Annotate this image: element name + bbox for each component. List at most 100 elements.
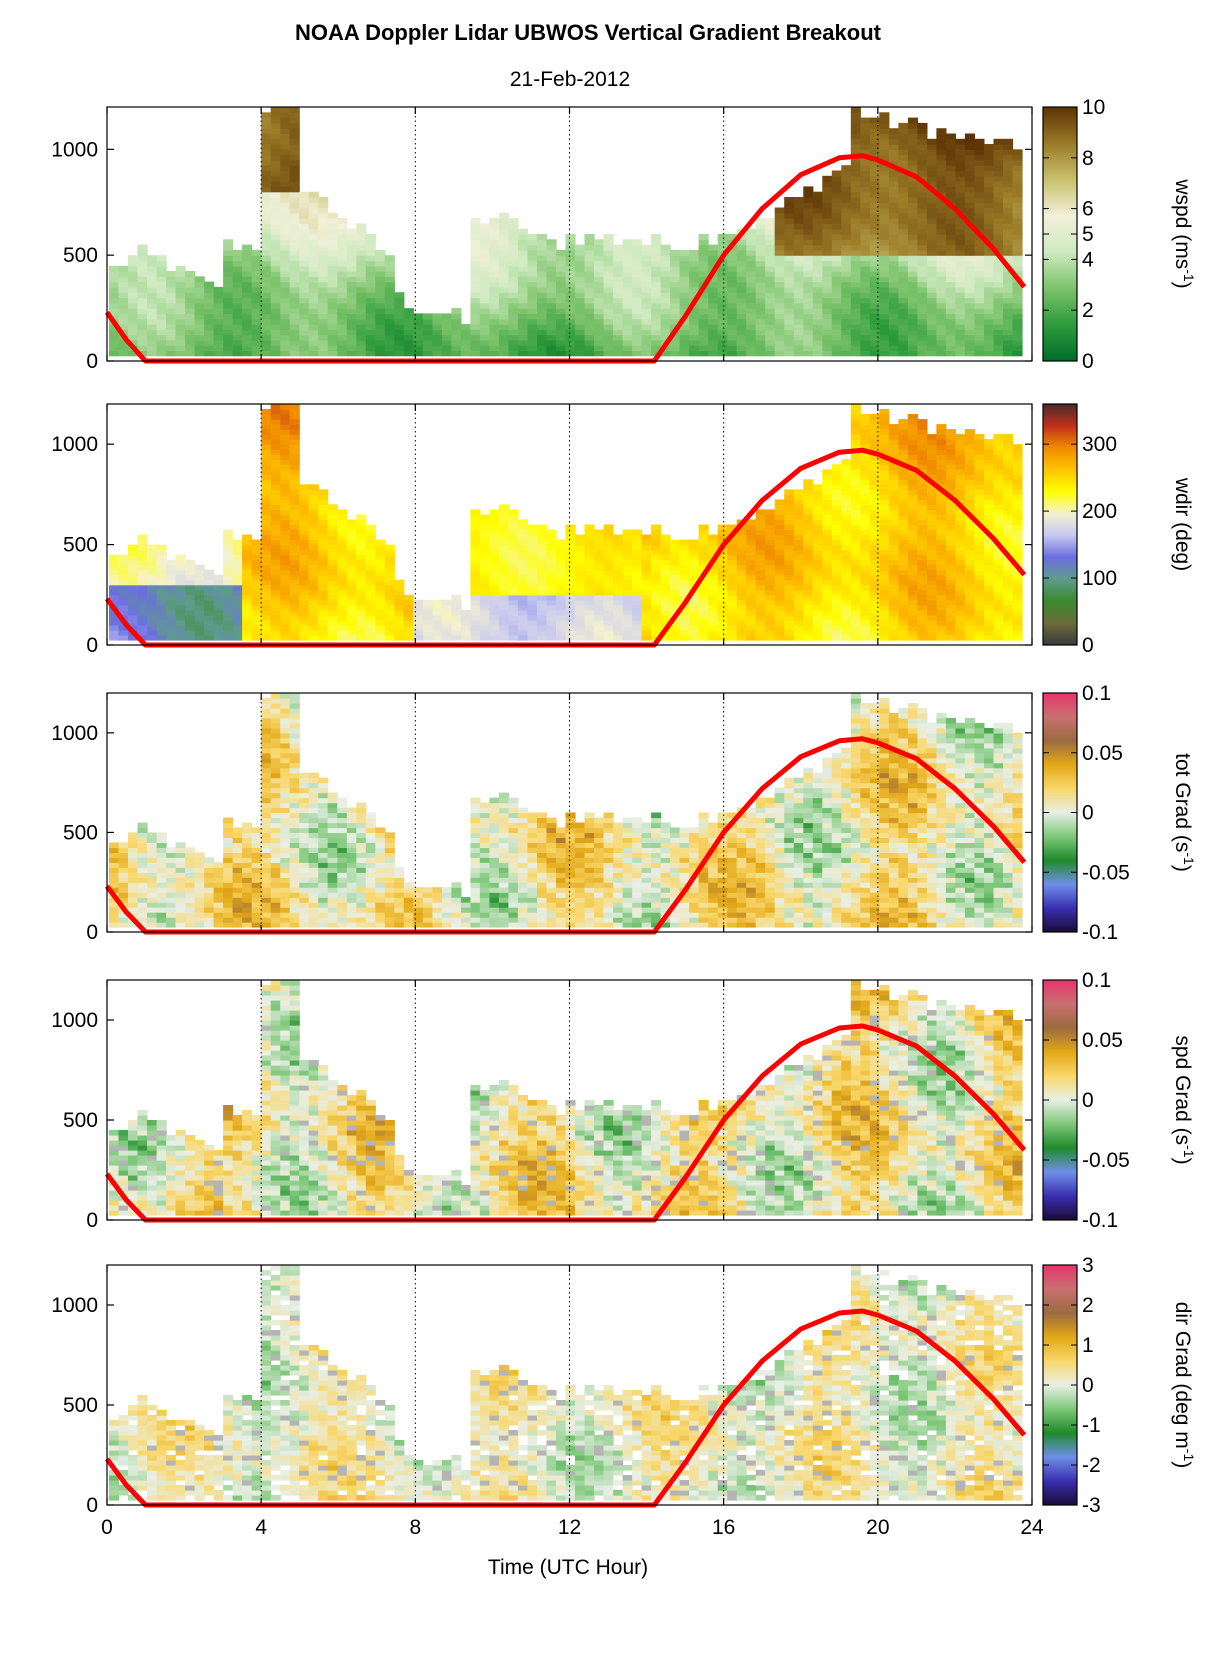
heatmap-cell xyxy=(394,589,405,596)
heatmap-cell xyxy=(898,609,909,616)
heatmap-cell xyxy=(755,574,766,581)
heatmap-cell xyxy=(964,202,975,209)
heatmap-cell xyxy=(479,255,490,262)
heatmap-cell xyxy=(936,339,947,346)
heatmap-cell xyxy=(793,302,804,309)
heatmap-cell xyxy=(717,529,728,536)
heatmap-cell xyxy=(413,324,424,330)
heatmap-cell xyxy=(746,318,757,325)
heatmap-cell xyxy=(803,519,814,526)
heatmap-cell xyxy=(917,228,928,235)
heatmap-cell xyxy=(803,609,814,616)
heatmap-cell xyxy=(318,244,329,251)
heatmap-cell xyxy=(936,329,947,336)
heatmap-cell xyxy=(803,624,814,631)
heatmap-cell xyxy=(974,138,985,145)
heatmap-cell xyxy=(527,559,538,566)
heatmap-cell xyxy=(907,154,918,161)
heatmap-cell xyxy=(850,404,861,410)
heatmap-cell xyxy=(622,544,633,551)
heatmap-cell xyxy=(651,265,662,272)
heatmap-cell xyxy=(717,308,728,314)
heatmap-cell xyxy=(1012,223,1023,230)
heatmap-cell xyxy=(888,297,899,304)
heatmap-cell xyxy=(917,249,928,256)
heatmap-cell xyxy=(812,244,823,251)
heatmap-cell xyxy=(441,609,452,616)
heatmap-cell xyxy=(489,579,500,586)
heatmap-cell xyxy=(489,318,500,325)
heatmap-cell xyxy=(717,334,728,341)
heatmap-cell xyxy=(926,286,937,293)
heatmap-cell xyxy=(831,524,842,531)
heatmap-cell xyxy=(964,599,975,606)
heatmap-cell xyxy=(964,554,975,561)
heatmap-cell xyxy=(917,559,928,566)
heatmap-cell xyxy=(898,424,909,430)
heatmap-cell xyxy=(926,544,937,551)
heatmap-cell xyxy=(812,218,823,224)
heatmap-cell xyxy=(451,619,462,626)
heatmap-cell xyxy=(945,324,956,330)
heatmap-cell xyxy=(299,599,310,606)
heatmap-cell xyxy=(1003,197,1014,203)
heatmap-cell xyxy=(413,635,424,641)
heatmap-cell xyxy=(727,255,738,262)
heatmap-cell xyxy=(242,286,253,293)
heatmap-cell xyxy=(356,345,367,351)
heatmap-cell xyxy=(888,494,899,500)
heatmap-cell xyxy=(537,339,548,346)
heatmap-cell xyxy=(109,574,120,581)
heatmap-cell xyxy=(888,529,899,536)
heatmap-cell xyxy=(955,459,966,465)
heatmap-cell xyxy=(793,218,804,224)
heatmap-cell xyxy=(613,329,624,336)
heatmap-cell xyxy=(708,313,719,320)
heatmap-cell xyxy=(498,619,509,626)
y-tick-label: 0 xyxy=(86,350,98,373)
heatmap-cell xyxy=(565,574,576,581)
heatmap-cell xyxy=(242,297,253,304)
heatmap-cell xyxy=(394,345,405,351)
heatmap-cell xyxy=(850,329,861,336)
heatmap-cell xyxy=(727,524,738,531)
heatmap-cell xyxy=(869,329,880,336)
heatmap-cell xyxy=(204,286,215,293)
heatmap-cell xyxy=(964,244,975,251)
heatmap-cell xyxy=(223,313,234,320)
heatmap-cell xyxy=(261,228,272,235)
heatmap-cell xyxy=(746,614,757,621)
heatmap-cell xyxy=(556,584,567,591)
heatmap-cell xyxy=(147,260,158,267)
heatmap-cell xyxy=(384,554,395,561)
heatmap-cell xyxy=(850,489,861,495)
heatmap-cell xyxy=(118,339,129,346)
heatmap-cell xyxy=(774,499,785,505)
heatmap-cell xyxy=(907,509,918,515)
heatmap-cell xyxy=(289,549,300,556)
heatmap-cell xyxy=(584,297,595,304)
heatmap-cell xyxy=(936,276,947,283)
heatmap-cell xyxy=(793,281,804,288)
heatmap-cell xyxy=(432,604,443,611)
heatmap-cell xyxy=(175,554,186,561)
heatmap-cell xyxy=(746,308,757,314)
heatmap-cell xyxy=(508,292,519,299)
heatmap-cell xyxy=(917,434,928,440)
heatmap-cell xyxy=(603,324,614,330)
heatmap-cell xyxy=(251,635,262,641)
heatmap-cell xyxy=(869,514,880,521)
heatmap-cell xyxy=(270,564,281,571)
heatmap-cell xyxy=(964,629,975,636)
heatmap-cell xyxy=(147,334,158,341)
heatmap-cell xyxy=(327,281,338,288)
heatmap-cell xyxy=(517,350,528,357)
heatmap-cell xyxy=(603,534,614,541)
heatmap-cell xyxy=(508,228,519,235)
heatmap-cell xyxy=(850,614,861,621)
heatmap-cell xyxy=(984,234,995,240)
heatmap-cell xyxy=(632,324,643,330)
heatmap-cell xyxy=(394,302,405,309)
heatmap-cell xyxy=(375,292,386,299)
heatmap-cell xyxy=(784,494,795,500)
